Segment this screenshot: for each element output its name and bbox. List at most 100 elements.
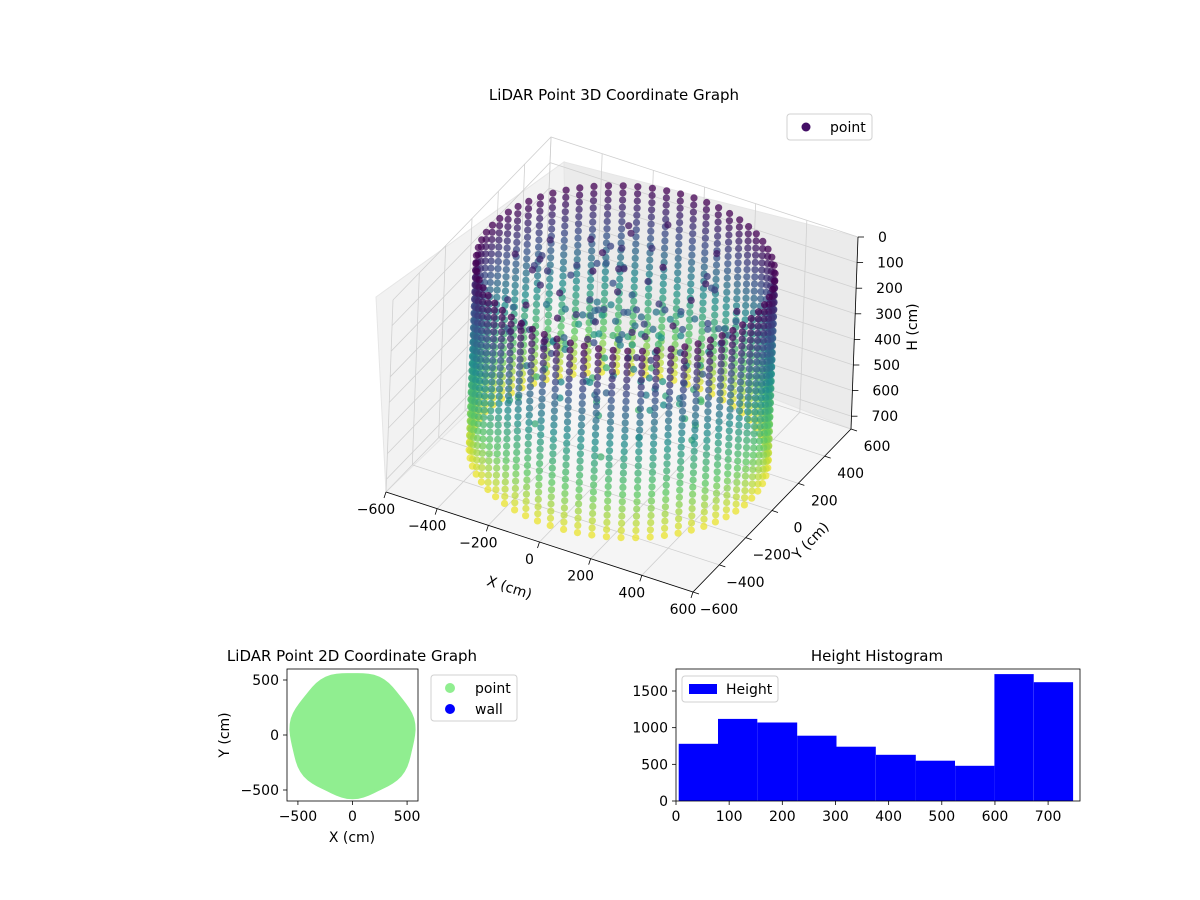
scatter-point-3d xyxy=(577,443,585,451)
scatter-point-3d xyxy=(635,455,643,463)
scatter-point-3d xyxy=(517,341,525,349)
scatter-point-3d xyxy=(527,368,535,376)
scatter-point-3d xyxy=(523,240,531,248)
scatter-point-3d xyxy=(666,315,674,323)
scatter-point-3d xyxy=(522,497,530,505)
scatter-point-3d xyxy=(479,421,488,429)
scatter-point-3d xyxy=(673,297,681,306)
scatter-point-3d xyxy=(524,226,532,234)
scatter-point-3d xyxy=(650,440,658,448)
scatter-point-3d xyxy=(664,221,672,229)
scatter-point-3d xyxy=(525,411,533,419)
scatter-point-3d xyxy=(649,447,657,455)
scatter-point-3d xyxy=(495,236,503,244)
scatter-point-3d xyxy=(506,342,514,350)
scatter-point-3d xyxy=(699,299,707,307)
scatter-point-3d xyxy=(479,428,487,436)
scatter-point-3d xyxy=(681,350,689,358)
x-tick-label-histogram: 500 xyxy=(928,809,955,825)
scatter-point-3d xyxy=(528,332,536,341)
scatter-point-3d xyxy=(661,237,669,245)
scatter-point-3d xyxy=(624,347,632,355)
scatter-point-3d xyxy=(722,513,730,521)
scatter-point-3d xyxy=(758,372,766,380)
x-tick-3d xyxy=(485,525,489,532)
scatter-point-3d xyxy=(716,403,724,411)
scatter-point-3d xyxy=(663,187,671,195)
scatter-point-3d xyxy=(685,337,693,345)
scatter-point-3d xyxy=(744,401,752,409)
histogram-bar xyxy=(836,746,876,801)
scatter-point-3d xyxy=(561,497,569,505)
scatter-point-3d xyxy=(691,315,699,323)
y-tick-3d xyxy=(719,564,726,568)
scatter-point-3d xyxy=(549,189,557,197)
scatter-point-3d xyxy=(717,353,726,361)
scatter-point-3d xyxy=(479,442,487,450)
scatter-point-3d xyxy=(647,519,655,527)
scatter-point-3d xyxy=(515,377,523,385)
scatter-point-3d xyxy=(474,243,482,252)
scatter-point-3d xyxy=(601,282,609,290)
scatter-point-3d xyxy=(733,464,742,472)
scatter-point-3d xyxy=(728,362,736,370)
scatter-point-3d xyxy=(517,327,525,335)
scatter-point-3d xyxy=(746,343,754,351)
scatter-point-3d xyxy=(755,458,763,466)
scatter-point-3d xyxy=(476,363,484,371)
scatter-point-3d xyxy=(701,234,710,242)
scatter-point-3d xyxy=(542,300,551,308)
z-axis-line xyxy=(850,236,859,430)
scatter-point-3d xyxy=(758,259,766,267)
x-tick-3d xyxy=(690,591,694,599)
scatter-point-3d xyxy=(607,301,615,309)
scatter-point-3d xyxy=(742,287,750,295)
scatter-point-3d xyxy=(677,436,686,444)
scatter-point-3d xyxy=(564,411,572,419)
scatter-point-3d xyxy=(536,255,544,263)
scatter-point-3d xyxy=(734,259,742,267)
scatter-point-3d xyxy=(587,254,596,262)
scatter-point-3d xyxy=(678,325,687,334)
scatter-point-3d xyxy=(522,269,530,277)
scatter-point-3d xyxy=(688,512,696,520)
scatter-point-3d xyxy=(751,394,760,402)
z-tick-label-3d: 0 xyxy=(878,230,887,246)
scatter-point-3d xyxy=(659,378,667,386)
scatter-point-3d xyxy=(586,283,595,291)
scatter-point-3d xyxy=(723,288,731,296)
scatter-point-3d xyxy=(565,368,574,376)
scatter-point-3d xyxy=(623,369,631,377)
scatter-point-3d xyxy=(734,435,743,444)
x-tick-label-histogram: 600 xyxy=(982,809,1009,825)
scatter-point-3d xyxy=(702,451,711,459)
scatter-point-3d xyxy=(664,417,673,425)
scatter-point-3d xyxy=(712,261,721,269)
scatter-point-3d xyxy=(758,365,766,373)
scatter-point-3d xyxy=(606,418,615,426)
scatter-point-3d xyxy=(729,334,737,342)
scatter-point-3d xyxy=(488,371,496,379)
x-tick-label-3d: 200 xyxy=(567,569,594,585)
scatter-point-3d xyxy=(559,279,567,287)
scatter-point-3d xyxy=(624,354,632,362)
scatter-point-3d xyxy=(661,244,669,252)
scatter-point-3d xyxy=(619,491,627,499)
scatter-point-3d xyxy=(633,211,641,219)
scatter-point-3d xyxy=(486,414,495,422)
scatter-point-3d xyxy=(698,335,706,343)
scatter-point-3d xyxy=(486,435,494,443)
scatter-point-3d xyxy=(756,437,764,445)
scatter-point-3d xyxy=(734,266,742,274)
scatter-point-3d xyxy=(702,213,710,221)
scatter-point-3d xyxy=(563,425,571,433)
scatter-point-3d xyxy=(750,280,759,288)
scatter-point-3d xyxy=(743,429,751,437)
scatter-point-3d xyxy=(525,426,533,434)
scatter-point-3d xyxy=(727,384,735,392)
scatter-point-3d xyxy=(689,215,697,223)
scatter-point-3d xyxy=(494,421,502,429)
scatter-point-3d xyxy=(562,193,570,201)
scatter-point-3d xyxy=(560,518,568,526)
scatter-point-3d xyxy=(477,334,485,342)
